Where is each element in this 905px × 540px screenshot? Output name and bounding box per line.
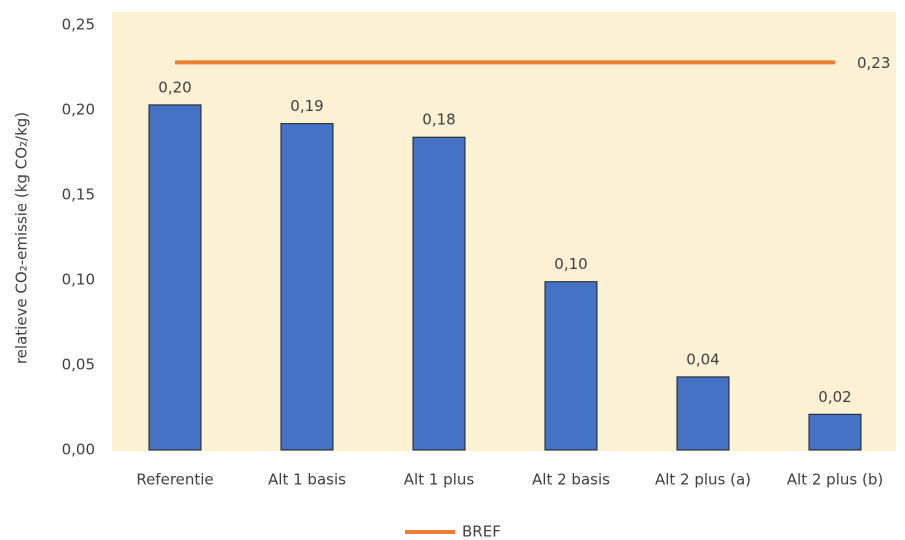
x-tick-label: Alt 1 basis — [268, 471, 346, 489]
y-tick-label: 0,00 — [62, 441, 95, 459]
y-tick-label: 0,15 — [62, 186, 95, 204]
data-label: 0,10 — [554, 255, 587, 273]
data-label: 0,18 — [422, 111, 455, 129]
bar — [676, 376, 730, 451]
y-axis-label: relatieve CO₂-emissie (kg CO₂/kg) — [13, 112, 31, 364]
y-tick-label: 0,10 — [62, 271, 95, 289]
data-label: 0,23 — [857, 54, 890, 72]
x-tick-label: Alt 2 plus (a) — [655, 471, 751, 489]
x-tick-label: Alt 2 plus (b) — [787, 471, 883, 489]
x-tick-label: Alt 1 plus — [404, 471, 475, 489]
y-tick-label: 0,05 — [62, 356, 95, 374]
bar — [808, 413, 862, 451]
plot-background — [112, 12, 896, 451]
bar — [280, 123, 334, 451]
bar — [544, 281, 598, 451]
data-label: 0,20 — [158, 78, 191, 96]
x-tick-label: Referentie — [136, 471, 213, 489]
x-tick-label: Alt 2 basis — [532, 471, 610, 489]
data-label: 0,02 — [818, 388, 851, 406]
data-label: 0,04 — [686, 350, 719, 368]
bar — [148, 104, 202, 451]
data-label: 0,19 — [290, 97, 323, 115]
y-tick-label: 0,25 — [62, 16, 95, 34]
bar — [412, 136, 466, 451]
y-tick-label: 0,20 — [62, 101, 95, 119]
legend-label: BREF — [462, 523, 501, 540]
